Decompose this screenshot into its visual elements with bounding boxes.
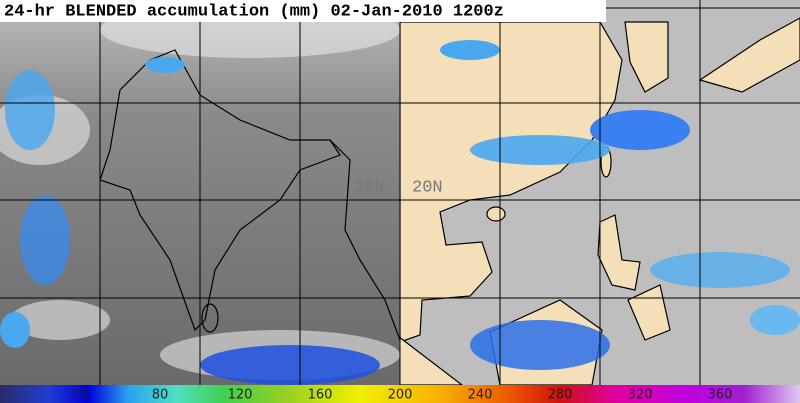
- coastlines: [99, 49, 401, 341]
- grid-label: 20N: [354, 178, 385, 197]
- colorbar-label: 80: [152, 388, 169, 403]
- title: 24-hr BLENDED accumulation (mm) 02-Jan-2…: [4, 2, 504, 21]
- colorbar-label: 280: [548, 388, 573, 403]
- colorbar-label: 360: [708, 388, 733, 403]
- colorbar-label: 120: [228, 388, 253, 403]
- grid-label: 20N: [412, 178, 443, 197]
- colorbar-labels: 40 80 120 160 200 240 280 320 360: [72, 388, 733, 403]
- colorbar-label: 320: [628, 388, 653, 403]
- colorbar: [0, 385, 800, 403]
- colorbar-label: 200: [388, 388, 413, 403]
- colorbar-label: 240: [468, 388, 493, 403]
- title-box: [0, 0, 606, 22]
- colorbar-label: 160: [308, 388, 333, 403]
- colorbar-label: 40: [72, 388, 89, 403]
- precipitation: [0, 40, 800, 385]
